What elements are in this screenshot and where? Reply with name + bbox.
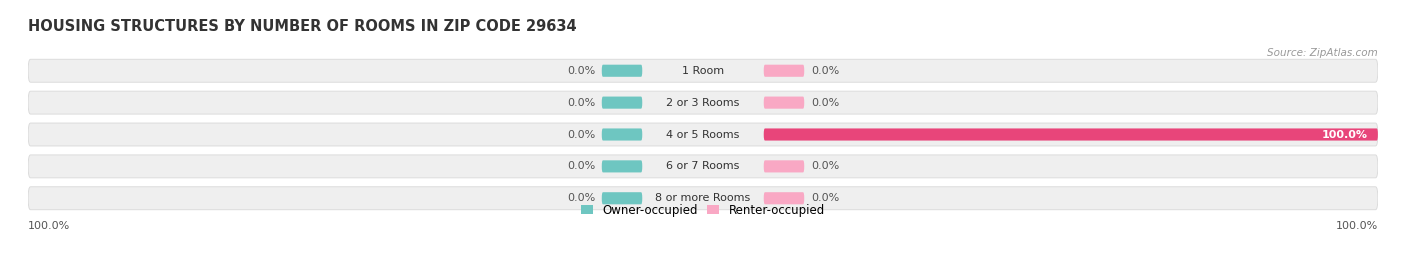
Text: Source: ZipAtlas.com: Source: ZipAtlas.com [1267, 48, 1378, 58]
Text: 0.0%: 0.0% [811, 66, 839, 76]
FancyBboxPatch shape [28, 155, 1378, 178]
FancyBboxPatch shape [602, 128, 643, 141]
Text: 0.0%: 0.0% [567, 98, 595, 108]
Text: 100.0%: 100.0% [1322, 129, 1368, 140]
Text: 0.0%: 0.0% [567, 129, 595, 140]
FancyBboxPatch shape [763, 65, 804, 77]
Text: 1 Room: 1 Room [682, 66, 724, 76]
FancyBboxPatch shape [763, 192, 804, 204]
FancyBboxPatch shape [602, 97, 643, 109]
FancyBboxPatch shape [602, 192, 643, 204]
Legend: Owner-occupied, Renter-occupied: Owner-occupied, Renter-occupied [576, 199, 830, 222]
FancyBboxPatch shape [28, 123, 1378, 146]
Text: 100.0%: 100.0% [1336, 221, 1378, 231]
FancyBboxPatch shape [602, 65, 643, 77]
FancyBboxPatch shape [28, 91, 1378, 114]
Text: 0.0%: 0.0% [567, 66, 595, 76]
Text: 100.0%: 100.0% [28, 221, 70, 231]
Text: 0.0%: 0.0% [811, 98, 839, 108]
Text: 0.0%: 0.0% [567, 193, 595, 203]
Text: 0.0%: 0.0% [811, 161, 839, 171]
Text: 2 or 3 Rooms: 2 or 3 Rooms [666, 98, 740, 108]
Text: 6 or 7 Rooms: 6 or 7 Rooms [666, 161, 740, 171]
FancyBboxPatch shape [763, 160, 804, 172]
Text: 8 or more Rooms: 8 or more Rooms [655, 193, 751, 203]
FancyBboxPatch shape [602, 160, 643, 172]
FancyBboxPatch shape [763, 97, 804, 109]
Text: 4 or 5 Rooms: 4 or 5 Rooms [666, 129, 740, 140]
FancyBboxPatch shape [28, 187, 1378, 210]
FancyBboxPatch shape [28, 59, 1378, 82]
Text: 0.0%: 0.0% [811, 193, 839, 203]
FancyBboxPatch shape [763, 128, 1378, 141]
Text: HOUSING STRUCTURES BY NUMBER OF ROOMS IN ZIP CODE 29634: HOUSING STRUCTURES BY NUMBER OF ROOMS IN… [28, 19, 576, 34]
Text: 0.0%: 0.0% [567, 161, 595, 171]
